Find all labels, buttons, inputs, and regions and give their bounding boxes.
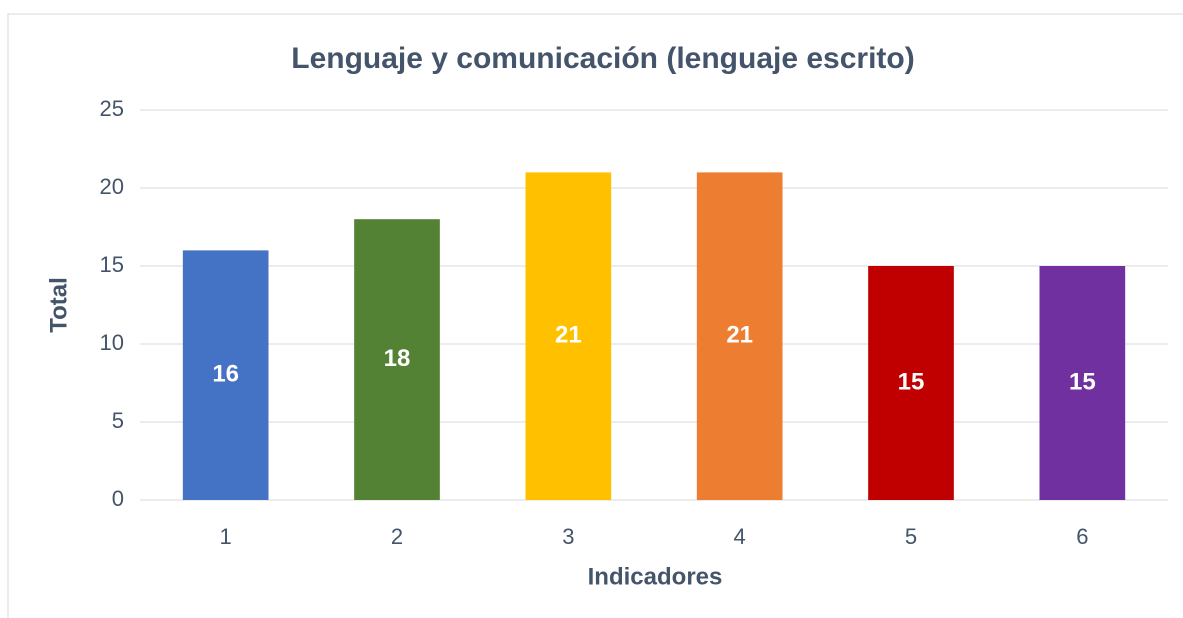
x-tick-label: 1 bbox=[220, 524, 232, 549]
bar bbox=[1039, 266, 1126, 500]
y-tick-label: 5 bbox=[112, 408, 124, 433]
x-tick-label: 4 bbox=[734, 524, 746, 549]
x-tick-label: 3 bbox=[562, 524, 574, 549]
bar bbox=[696, 172, 783, 500]
y-tick-label: 25 bbox=[100, 96, 124, 121]
chart-title: Lenguaje y comunicación (lenguaje escrit… bbox=[291, 42, 914, 75]
y-axis-label: Total bbox=[45, 277, 72, 333]
y-tick-label: 0 bbox=[112, 486, 124, 511]
data-label: 15 bbox=[898, 368, 925, 395]
data-label: 15 bbox=[1069, 368, 1096, 395]
x-tick-label: 5 bbox=[905, 524, 917, 549]
y-tick-label: 15 bbox=[100, 252, 124, 277]
data-label: 21 bbox=[726, 322, 753, 349]
data-label: 16 bbox=[212, 361, 239, 388]
x-tick-label: 2 bbox=[391, 524, 403, 549]
bar bbox=[182, 250, 269, 500]
bar bbox=[868, 266, 954, 500]
bar bbox=[525, 172, 612, 500]
data-label: 21 bbox=[555, 322, 582, 349]
y-tick-label: 20 bbox=[100, 174, 124, 199]
x-axis-label: Indicadores bbox=[588, 563, 723, 590]
y-tick-label: 10 bbox=[100, 330, 124, 355]
data-label: 18 bbox=[384, 345, 411, 372]
chart-border bbox=[7, 13, 1183, 618]
x-tick-label: 6 bbox=[1076, 524, 1088, 549]
bar bbox=[354, 219, 440, 500]
